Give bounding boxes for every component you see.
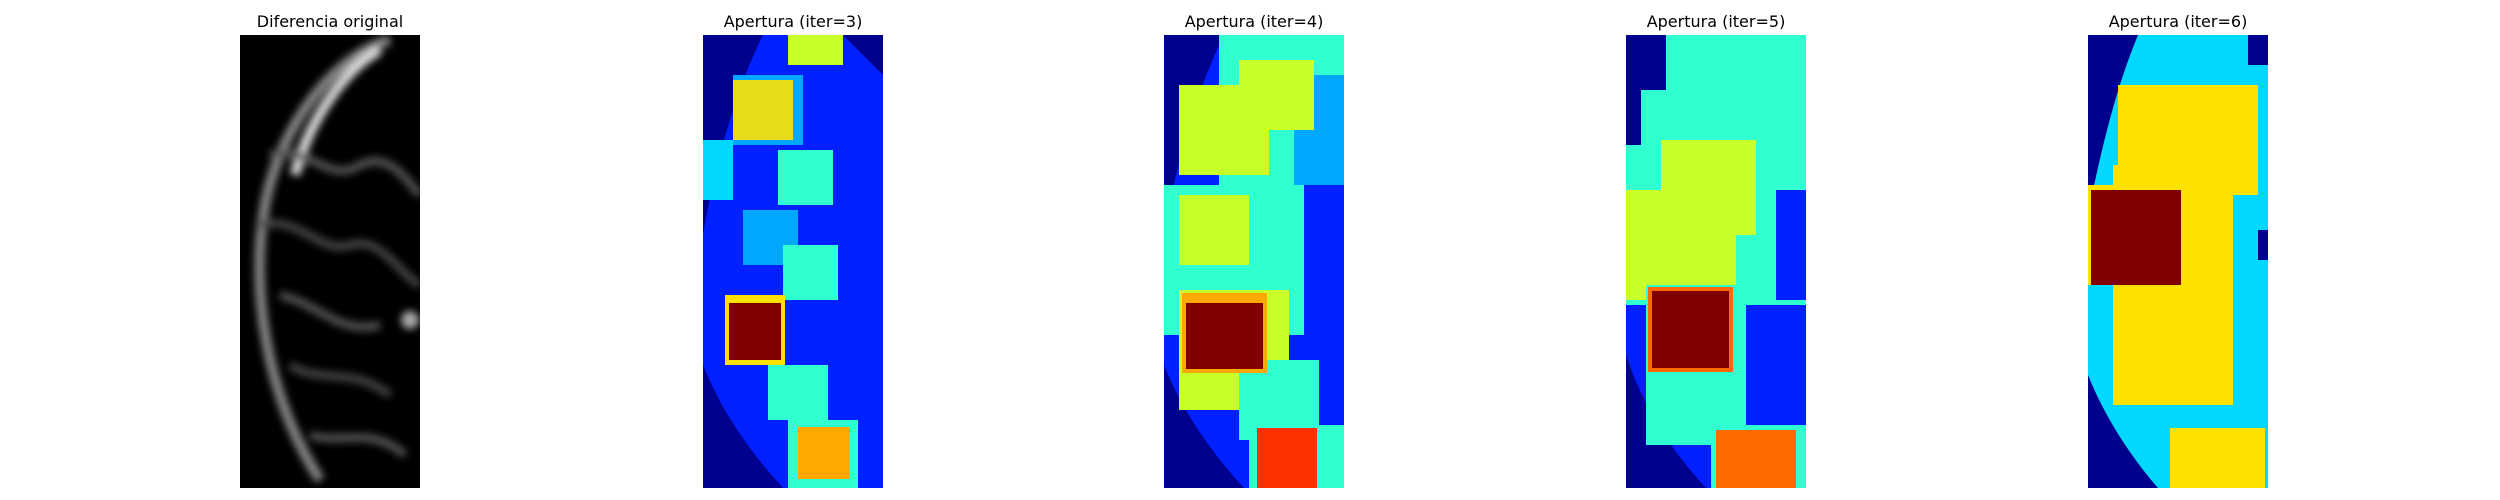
panel-title-iter3: Apertura (iter=3) — [723, 12, 863, 31]
image-apertura-iter6 — [2088, 35, 2268, 488]
panel-title-original: Diferencia original — [256, 12, 404, 31]
image-apertura-iter5 — [1626, 35, 1806, 488]
panel-title-iter6: Apertura (iter=6) — [2108, 12, 2248, 31]
panel-title-iter4: Apertura (iter=4) — [1184, 12, 1324, 31]
panel-title-iter5: Apertura (iter=5) — [1646, 12, 1786, 31]
image-apertura-iter4 — [1164, 35, 1344, 488]
image-original-difference — [240, 35, 420, 488]
image-apertura-iter3 — [703, 35, 883, 488]
